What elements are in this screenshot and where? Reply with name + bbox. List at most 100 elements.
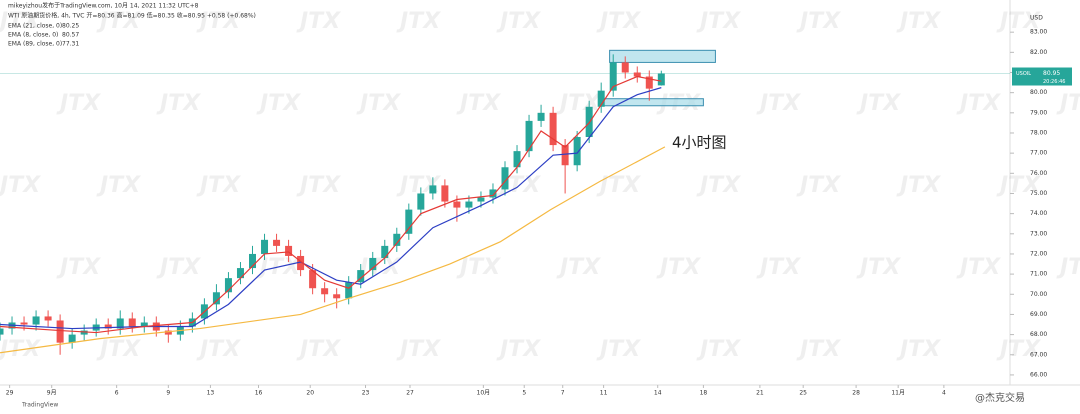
candle-body	[645, 76, 653, 89]
legend-value: 80.57	[62, 32, 79, 39]
watermark: JTX	[696, 173, 741, 198]
ema-line	[0, 87, 662, 330]
watermark: JTX	[756, 255, 801, 280]
candle-body	[381, 245, 389, 258]
candle-body	[489, 189, 497, 198]
watermark: JTX	[496, 337, 541, 362]
x-tick-label: 4	[942, 390, 946, 397]
x-tick-label: 25	[799, 390, 807, 397]
y-tick-label: 82.00	[1030, 49, 1047, 56]
legend-label: EMA (8, close, 0)	[8, 32, 58, 39]
y-tick-label: 75.00	[1030, 190, 1047, 197]
candle-body	[597, 90, 605, 107]
legend-value: 80.25	[62, 23, 79, 30]
watermark: JTX	[796, 173, 841, 198]
watermark: JTX	[556, 91, 601, 116]
watermark: JTX	[596, 9, 641, 34]
watermark: JTX	[756, 91, 801, 116]
price-tag	[1012, 67, 1072, 86]
watermark: JTX	[596, 173, 641, 198]
candle-body	[357, 270, 365, 283]
candle-body	[321, 288, 329, 295]
candle-body	[477, 197, 485, 202]
candle-body	[393, 233, 401, 246]
candle-body	[68, 334, 76, 343]
watermark: JTX	[696, 337, 741, 362]
candle-body	[56, 320, 64, 343]
candle-body	[441, 185, 449, 202]
x-tick-label: 23	[362, 390, 370, 397]
watermark: JTX	[956, 255, 1001, 280]
watermark: JTX	[196, 337, 241, 362]
x-tick-label: 20	[306, 390, 314, 397]
watermark: JTX	[996, 9, 1041, 34]
watermark: JTX	[596, 337, 641, 362]
candle-body	[465, 201, 473, 208]
x-tick-label: 11月	[891, 390, 905, 397]
watermark: JTX	[696, 9, 741, 34]
x-tick-label: 13	[207, 390, 215, 397]
candle-body	[249, 253, 256, 269]
x-tick-label: 18	[700, 390, 708, 397]
watermark: JTX	[856, 255, 901, 280]
candle-body	[657, 73, 665, 86]
candle-body	[405, 209, 413, 234]
candle-body	[621, 62, 629, 73]
price-tag-symbol: USOIL	[1016, 71, 1031, 77]
watermark: JTX	[996, 173, 1041, 198]
watermark: JTX	[956, 91, 1001, 116]
currency: USD	[1030, 15, 1043, 22]
x-tick-label: 11	[600, 390, 608, 397]
watermark: JTX	[256, 91, 301, 116]
y-tick-label: 70.00	[1030, 291, 1047, 298]
price-tag-price: 80.95	[1043, 70, 1060, 77]
x-tick-label: 27	[406, 390, 414, 397]
watermark: JTX	[1056, 255, 1080, 280]
watermark: JTX	[896, 337, 941, 362]
candle-body	[20, 322, 28, 325]
watermark: JTX	[0, 9, 41, 34]
y-tick-label: 67.00	[1030, 351, 1047, 358]
candle-body	[309, 270, 317, 289]
candle-body	[140, 322, 148, 327]
x-tick-label: 28	[852, 390, 860, 397]
watermark: JTX	[296, 9, 341, 34]
candle-body	[633, 72, 641, 77]
candle-body	[80, 330, 88, 335]
watermark: JTX	[496, 9, 541, 34]
watermark: JTX	[96, 173, 141, 198]
watermark: JTX	[196, 173, 241, 198]
x-tick-label: 14	[654, 390, 662, 397]
watermark: JTX	[296, 337, 341, 362]
candle-body	[44, 316, 52, 321]
watermark: JTX	[396, 9, 441, 34]
candle-body	[549, 112, 557, 146]
candle-body	[345, 282, 353, 299]
candle-body	[164, 330, 172, 335]
watermark: JTX	[196, 9, 241, 34]
x-tick-label: 29	[6, 390, 14, 397]
watermark: JTX	[156, 91, 201, 116]
candle-body	[128, 318, 136, 327]
candle-body	[273, 239, 281, 246]
watermark: JTX	[456, 255, 501, 280]
candle-body	[224, 278, 232, 293]
candle-body	[417, 193, 425, 210]
y-tick-label: 80.00	[1030, 89, 1047, 96]
candle-body	[453, 201, 461, 208]
watermark: JTX	[996, 337, 1041, 362]
x-tick-label: 16	[255, 390, 263, 397]
y-tick-label: 68.00	[1030, 331, 1047, 338]
watermark: JTX	[1056, 91, 1080, 116]
candle-body	[537, 112, 545, 121]
x-tick-label: 9月	[47, 390, 57, 397]
x-tick-label: 10月	[477, 390, 491, 397]
annotation: 4小时图	[672, 134, 727, 152]
candle-body	[297, 255, 305, 271]
watermark: JTX	[56, 91, 101, 116]
candle-body	[609, 62, 617, 91]
watermark: JTX	[556, 255, 601, 280]
candle-body	[333, 294, 341, 299]
